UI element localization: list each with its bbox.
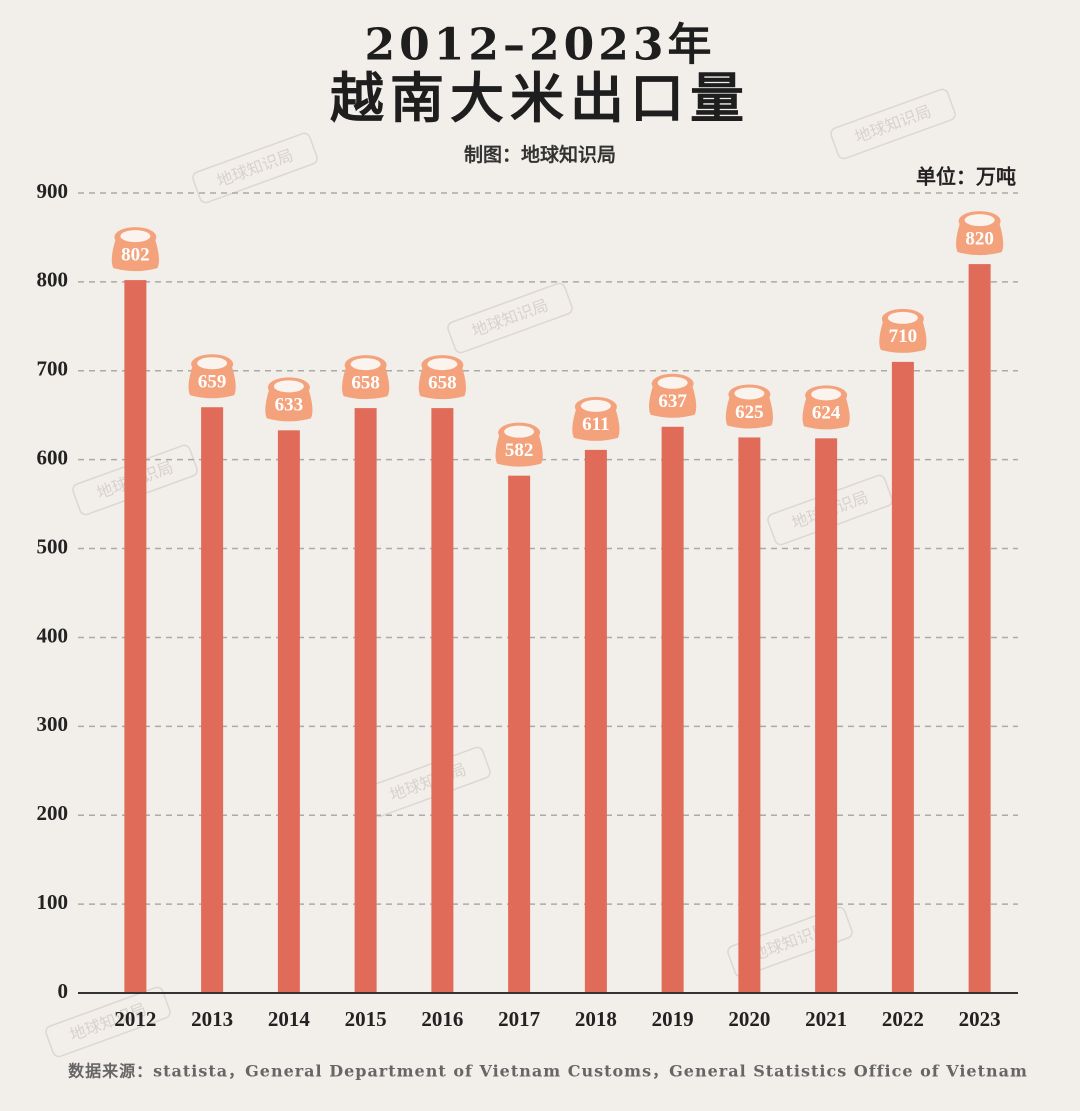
bar xyxy=(431,408,454,994)
value-label: 710 xyxy=(889,326,918,347)
y-tick-label: 200 xyxy=(37,801,69,825)
watermark-text: 地球知识局 xyxy=(214,145,296,190)
rice xyxy=(504,425,535,438)
rice-bag xyxy=(265,390,313,422)
rice-bag xyxy=(725,397,773,429)
x-tick-label: 2015 xyxy=(345,1007,387,1031)
watermark-box xyxy=(45,986,171,1058)
watermark-box xyxy=(447,282,573,354)
rice xyxy=(273,380,304,393)
rice-bag xyxy=(342,368,390,400)
bar xyxy=(815,438,838,993)
value-label: 611 xyxy=(582,414,609,435)
x-tick-label: 2021 xyxy=(805,1007,847,1031)
y-tick-label: 800 xyxy=(37,268,69,292)
rice-bag xyxy=(495,435,543,467)
rice xyxy=(120,230,151,243)
value-label: 637 xyxy=(658,391,687,412)
rice-bag xyxy=(879,321,927,353)
rice-bag xyxy=(802,398,850,430)
rice xyxy=(197,357,228,370)
rice-bag xyxy=(572,409,620,441)
x-tick-label: 2012 xyxy=(114,1007,156,1031)
x-tick-label: 2019 xyxy=(652,1007,694,1031)
x-tick-label: 2017 xyxy=(498,1007,540,1031)
rice xyxy=(964,214,995,227)
y-tick-label: 400 xyxy=(37,623,69,647)
x-tick-label: 2013 xyxy=(191,1007,233,1031)
y-tick-label: 0 xyxy=(58,979,69,1003)
source: 数据来源：statista，General Department of Viet… xyxy=(68,1062,1028,1081)
watermark-text: 地球知识局 xyxy=(852,101,934,146)
rice xyxy=(811,388,842,401)
chart-title: 2012–2023年 xyxy=(365,20,716,71)
watermark-text: 地球知识局 xyxy=(387,759,469,804)
chart-subtitle: 越南大米出口量 xyxy=(330,66,750,130)
value-label: 659 xyxy=(198,372,227,393)
x-tick-label: 2023 xyxy=(959,1007,1001,1031)
credit: 制图：地球知识局 xyxy=(464,143,616,166)
y-tick-label: 500 xyxy=(37,534,69,558)
x-tick-label: 2018 xyxy=(575,1007,617,1031)
x-tick-label: 2016 xyxy=(421,1007,463,1031)
rice xyxy=(350,358,381,371)
watermark-box xyxy=(192,132,318,204)
value-label: 582 xyxy=(505,440,534,461)
unit-label: 单位：万吨 xyxy=(916,165,1016,189)
bar xyxy=(584,449,607,993)
x-tick-label: 2022 xyxy=(882,1007,924,1031)
bar xyxy=(508,475,531,994)
value-label: 625 xyxy=(735,402,764,423)
rice xyxy=(427,358,458,371)
value-label: 658 xyxy=(428,372,457,393)
value-label: 633 xyxy=(275,395,304,416)
watermark: 地球知识局 xyxy=(447,282,573,354)
watermark-box xyxy=(830,88,956,160)
x-tick-label: 2014 xyxy=(268,1007,311,1031)
bar xyxy=(891,361,914,993)
bar xyxy=(201,407,224,993)
y-tick-label: 600 xyxy=(37,445,69,469)
watermark: 地球知识局 xyxy=(830,88,956,160)
bar xyxy=(738,437,761,993)
rice-bag xyxy=(418,368,466,400)
x-tick-label: 2020 xyxy=(728,1007,770,1031)
bar xyxy=(124,280,147,994)
rice xyxy=(734,387,765,400)
y-tick-label: 700 xyxy=(37,357,69,381)
rice xyxy=(887,311,918,324)
watermark-box xyxy=(727,906,853,978)
watermark-text: 地球知识局 xyxy=(469,295,551,340)
rice-bag xyxy=(111,240,159,272)
rice-bag xyxy=(956,224,1004,256)
rice xyxy=(580,399,611,412)
value-label: 624 xyxy=(812,403,841,424)
y-tick-label: 100 xyxy=(37,890,69,914)
rice-bag xyxy=(188,367,236,399)
value-label: 658 xyxy=(351,372,380,393)
value-label: 802 xyxy=(121,244,150,265)
bar xyxy=(277,430,300,993)
bar xyxy=(661,426,684,993)
bar xyxy=(968,264,991,994)
rice-bag xyxy=(649,386,697,418)
rice xyxy=(657,376,688,389)
y-tick-label: 300 xyxy=(37,712,69,736)
bar xyxy=(354,408,377,994)
value-label: 820 xyxy=(965,228,994,249)
y-tick-label: 900 xyxy=(37,179,69,203)
watermark: 地球知识局 xyxy=(365,746,491,818)
